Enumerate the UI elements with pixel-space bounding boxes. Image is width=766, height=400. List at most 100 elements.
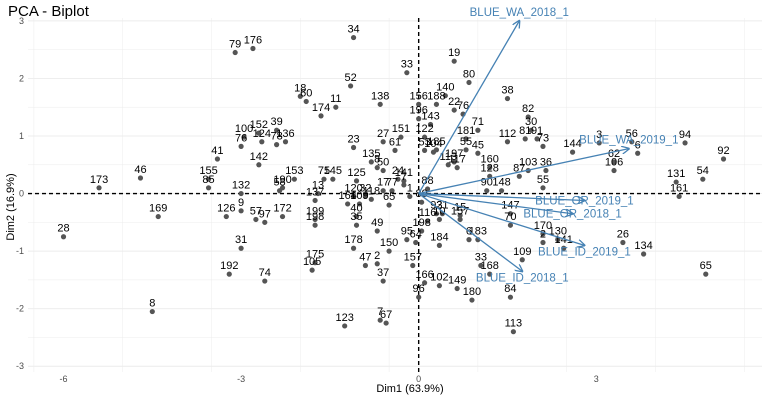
point-label: 37: [377, 267, 389, 279]
data-point: [522, 136, 528, 142]
point-label: 13: [312, 180, 324, 192]
point-label: 118: [363, 185, 381, 197]
point-label: 53: [418, 136, 430, 148]
vector-label: BLUE_ID_2018_1: [476, 272, 569, 284]
data-point: [569, 149, 576, 155]
data-point: [238, 245, 244, 251]
data-point: [507, 222, 514, 228]
data-point: [463, 136, 469, 142]
data-point: [395, 176, 401, 182]
point-label: 26: [617, 228, 629, 240]
data-point: [223, 213, 229, 220]
point-label: 95: [401, 226, 413, 238]
point-label: 143: [421, 110, 439, 122]
data-point: [318, 113, 324, 119]
data-point: [451, 159, 457, 165]
data-point: [345, 201, 351, 207]
point-label: 168: [481, 260, 499, 272]
variable-arrow: [418, 192, 585, 201]
point-label: 190: [273, 174, 291, 186]
point-label: 197: [445, 148, 463, 160]
point-label: 78: [270, 131, 282, 143]
point-label: 76: [235, 132, 247, 144]
data-point: [380, 278, 386, 284]
point-label: 52: [344, 72, 356, 84]
point-label: 71: [472, 116, 484, 128]
point-label: 15: [454, 201, 466, 213]
data-point: [303, 98, 309, 105]
chart-title: PCA - Biplot: [8, 3, 90, 20]
data-point: [404, 237, 410, 243]
point-label: 10: [433, 205, 445, 217]
point-label: 11: [330, 93, 341, 105]
point-label: 137: [306, 186, 324, 198]
point-label: 106: [605, 157, 623, 169]
data-point: [416, 116, 422, 122]
data-point: [469, 297, 475, 303]
data-point: [519, 257, 525, 263]
data-point: [682, 140, 688, 146]
data-point: [149, 308, 155, 315]
data-point: [451, 107, 457, 113]
data-point: [407, 193, 413, 200]
data-point: [353, 178, 360, 184]
data-point: [374, 261, 380, 267]
data-point: [374, 165, 380, 171]
point-label: 73: [537, 132, 549, 144]
point-label: 184: [430, 231, 448, 243]
point-label: 109: [350, 190, 368, 202]
data-point: [424, 186, 431, 192]
data-point: [475, 127, 481, 133]
point-label: 149: [448, 275, 466, 287]
data-point: [436, 216, 442, 223]
data-point: [350, 34, 357, 41]
y-tick-label: 3: [19, 16, 24, 26]
point-label: 7: [377, 306, 383, 318]
data-point: [421, 280, 428, 286]
point-label: 112: [499, 128, 517, 140]
point-label: 30: [525, 116, 537, 128]
point-label: 64: [410, 228, 422, 240]
data-point: [413, 239, 419, 246]
point-label: 32: [359, 182, 371, 194]
point-label: 196: [409, 105, 427, 117]
data-point: [510, 329, 516, 335]
data-point: [416, 101, 422, 107]
point-label: 109: [513, 246, 531, 258]
point-label: 117: [448, 154, 466, 166]
point-label: 79: [229, 39, 241, 51]
point-label: 22: [448, 96, 460, 108]
data-point: [380, 167, 386, 174]
point-label: 3: [596, 129, 602, 141]
data-point: [256, 162, 262, 168]
data-point: [487, 165, 493, 171]
data-point: [596, 140, 602, 146]
point-label: 41: [211, 145, 223, 157]
point-label: 183: [469, 226, 487, 238]
point-label: 198: [412, 217, 430, 229]
y-tick-label: -1: [16, 246, 24, 256]
point-label: 54: [697, 165, 709, 177]
data-point: [353, 213, 360, 220]
data-point: [641, 251, 647, 257]
point-label: 39: [270, 116, 282, 128]
point-label: 27: [377, 128, 389, 140]
point-label: 174: [312, 102, 330, 114]
point-label: 84: [504, 283, 516, 295]
point-label: 124: [253, 128, 271, 140]
data-point: [238, 143, 244, 149]
data-point: [466, 79, 472, 86]
data-point: [353, 222, 360, 228]
point-label: 148: [492, 177, 510, 189]
point-label: 97: [259, 208, 271, 220]
point-label: 65: [700, 260, 712, 272]
point-label: 80: [463, 68, 475, 80]
data-point: [507, 211, 514, 217]
y-tick-label: 1: [19, 131, 24, 141]
vector-label: BLUE_OR_2019_1: [535, 195, 633, 207]
point-label: 160: [481, 154, 499, 166]
data-point: [330, 176, 336, 182]
point-label: 60: [300, 87, 312, 99]
data-point: [350, 193, 357, 200]
data-point: [155, 213, 161, 220]
